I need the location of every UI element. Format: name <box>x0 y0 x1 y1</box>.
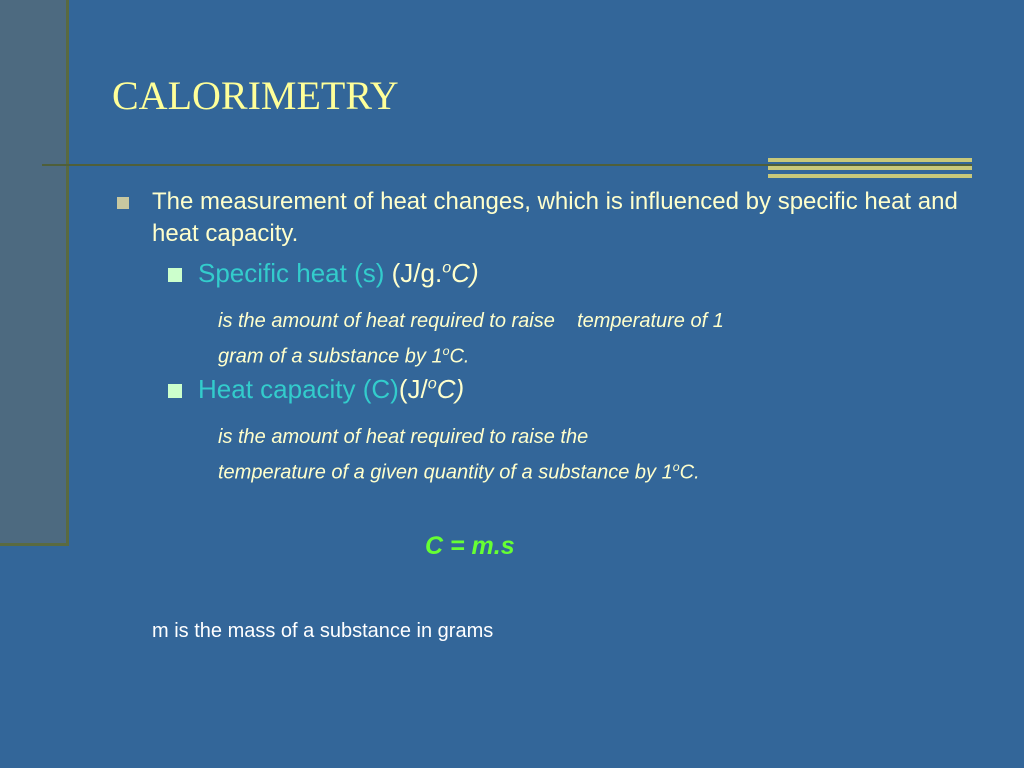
unit: (J/ <box>398 374 428 404</box>
description-text: temperature of a given quantity of a sub… <box>218 461 673 484</box>
description-line: gram of a substance by 1oC. <box>218 336 724 372</box>
accent-bar <box>768 174 972 178</box>
description-text: is the amount of heat required to raise … <box>218 426 589 448</box>
side-strip <box>0 0 69 546</box>
sub-bullet-marker <box>168 384 182 398</box>
unit-end: C) <box>436 374 465 404</box>
note: m is the mass of a substance in grams <box>152 620 494 642</box>
description-line: temperature of a given quantity of a sub… <box>218 452 700 488</box>
description-sup: o <box>442 344 450 358</box>
description: is the amount of heat required to raise … <box>218 306 724 372</box>
unit-end: C) <box>451 258 479 288</box>
sub-bullet-marker <box>168 268 182 282</box>
sub-bullet: Specific heat (s) (J/g.oC) <box>198 258 479 289</box>
accent-bar <box>768 158 972 162</box>
unit-sup: o <box>442 258 452 277</box>
description-text: is the amount of heat required to raise … <box>218 310 724 332</box>
sub-bullet: Heat capacity (C)(J/oC) <box>198 374 464 405</box>
bullet-marker <box>117 197 129 209</box>
term: Heat capacity (C) <box>198 374 399 404</box>
accent-bar <box>768 166 972 170</box>
description-text: gram of a substance by 1 <box>218 345 443 368</box>
title: CALORIMETRY <box>112 73 399 118</box>
divider <box>42 164 972 166</box>
bullet-text: The measurement of heat changes, which i… <box>152 188 958 247</box>
description-line: is the amount of heat required to raise … <box>218 422 700 452</box>
description-end: C. <box>679 461 700 484</box>
description: is the amount of heat required to raise … <box>218 422 700 488</box>
term: Specific heat (s) <box>198 258 385 288</box>
unit-sup: o <box>427 374 437 393</box>
unit: (J/g. <box>384 258 443 288</box>
formula: C = m.s <box>425 532 515 560</box>
description-end: C. <box>449 345 470 368</box>
description-sup: o <box>672 460 680 474</box>
description-line: is the amount of heat required to raise … <box>218 306 724 336</box>
